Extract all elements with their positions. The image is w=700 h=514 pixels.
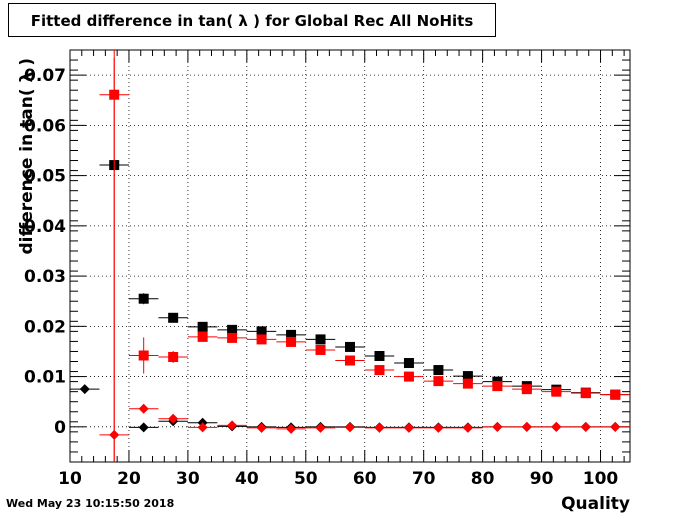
data-point-square	[197, 321, 208, 332]
x-tick-label: 40	[235, 469, 259, 489]
series-3	[99, 58, 630, 462]
data-layer	[70, 50, 630, 462]
data-point-diamond	[168, 413, 179, 424]
data-point-square	[168, 312, 179, 323]
data-point-diamond	[197, 422, 208, 433]
data-point-square	[227, 332, 238, 343]
data-point-diamond	[109, 429, 120, 440]
data-point-square	[168, 351, 179, 362]
x-tick-label: 60	[353, 469, 377, 489]
data-point-square	[197, 331, 208, 342]
plot-frame	[69, 49, 631, 463]
data-point-square	[374, 365, 385, 376]
data-point-diamond	[138, 422, 149, 433]
data-point-diamond	[374, 422, 385, 433]
data-point-diamond	[345, 422, 355, 433]
chart-title-box: Fitted difference in tan( λ ) for Global…	[8, 3, 496, 37]
y-tick-label: 0.04	[24, 217, 66, 237]
data-point-diamond	[227, 420, 238, 431]
x-tick-label: 90	[530, 469, 554, 489]
data-point-square	[403, 371, 414, 382]
y-tick-label: 0.03	[24, 267, 66, 287]
data-point-square	[256, 334, 267, 345]
series-1	[99, 50, 630, 462]
data-point-diamond	[580, 421, 591, 432]
data-point-square	[610, 389, 621, 400]
data-point-square	[462, 371, 473, 382]
data-point-square	[315, 344, 326, 355]
grid-layer	[70, 50, 630, 462]
data-point-square	[551, 386, 562, 397]
x-tick-label: 50	[294, 469, 318, 489]
data-point-square	[315, 334, 326, 345]
data-point-square	[580, 388, 591, 399]
x-tick-label: 70	[412, 469, 436, 489]
data-point-square	[256, 326, 267, 337]
y-tick-label: 0.05	[24, 167, 66, 187]
data-point-square	[138, 350, 149, 361]
timestamp: Wed May 23 10:15:50 2018	[6, 497, 175, 510]
data-point-diamond	[492, 421, 503, 432]
data-point-square	[345, 341, 355, 352]
data-point-diamond	[462, 422, 473, 433]
data-point-square	[345, 355, 355, 366]
x-tick-label: 30	[176, 469, 200, 489]
data-point-diamond	[315, 422, 326, 433]
x-tick-label: 20	[117, 469, 141, 489]
data-point-diamond	[433, 422, 444, 433]
y-tick-label: 0.07	[24, 66, 66, 86]
data-point-square	[374, 350, 385, 361]
chart-title: Fitted difference in tan( λ ) for Global…	[30, 12, 474, 30]
y-tick-label: 0	[54, 418, 66, 438]
data-point-diamond	[138, 403, 149, 414]
axis-ticks	[69, 49, 630, 463]
data-point-square	[433, 376, 444, 387]
data-point-diamond	[521, 421, 532, 432]
data-point-diamond	[403, 422, 414, 433]
x-tick-label: 80	[471, 469, 495, 489]
data-point-square	[286, 336, 297, 347]
data-point-square	[403, 358, 414, 369]
y-axis-label: difference in tan( λ )	[17, 58, 37, 255]
data-point-square	[286, 329, 297, 340]
data-point-diamond	[256, 422, 267, 433]
x-tick-label: 100	[583, 469, 619, 489]
data-point-diamond	[551, 421, 562, 432]
y-tick-label: 0.01	[24, 368, 66, 388]
data-point-diamond	[610, 421, 621, 432]
data-point-square	[521, 384, 532, 395]
data-point-diamond	[286, 423, 297, 434]
tick-labels: 10 20 30 40 50 60 70 80 90 100 0 0.01 0.02 0.03 0.04 0.…	[24, 66, 618, 489]
y-tick-label: 0.02	[24, 317, 66, 337]
data-point-square	[462, 378, 473, 389]
data-point-diamond	[79, 384, 90, 395]
data-point-square	[492, 381, 503, 392]
data-point-square	[138, 293, 149, 304]
x-tick-label: 10	[58, 469, 82, 489]
y-tick-label: 0.06	[24, 116, 66, 136]
data-point-square	[433, 365, 444, 376]
data-point-square	[227, 324, 238, 335]
series-0	[99, 160, 630, 400]
x-axis-label: Quality	[561, 494, 630, 514]
